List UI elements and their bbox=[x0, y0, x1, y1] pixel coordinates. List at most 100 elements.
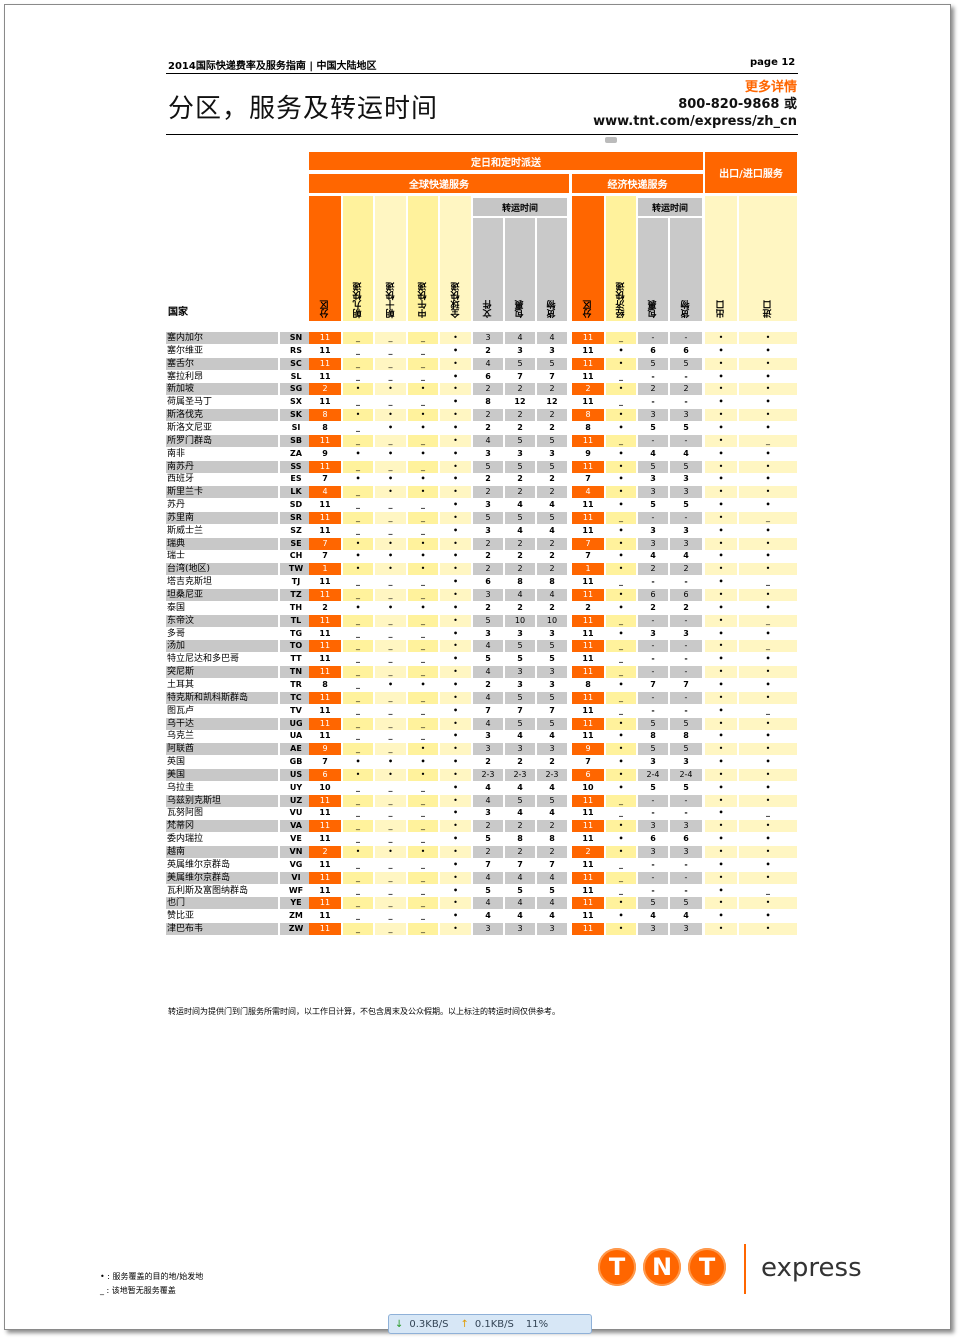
cell-economy-express: • bbox=[606, 473, 636, 486]
col-header-global-express: 全球快递 bbox=[440, 196, 471, 321]
cell-zone-economy: 8 bbox=[572, 421, 604, 434]
cell-time-1000-express: _ bbox=[375, 511, 406, 524]
cell-transit-freight: 4 bbox=[537, 332, 567, 344]
upload-speed: 0.1KB/S bbox=[474, 1318, 514, 1330]
cell-transit-documents: 4 bbox=[473, 666, 503, 679]
cell-export: • bbox=[705, 434, 737, 447]
cell-time-1200-express: _ bbox=[408, 357, 438, 370]
cell-zone-economy: 11 bbox=[572, 653, 604, 666]
cell-global-express: • bbox=[440, 357, 471, 370]
cell-zone-global: 1 bbox=[309, 563, 341, 576]
col-header-transit-parcels: 包裹 bbox=[505, 218, 535, 321]
cell-transit-documents: 2 bbox=[473, 473, 503, 486]
cell-time-1000-express: _ bbox=[375, 717, 406, 730]
cell-transit-parcels: 8 bbox=[505, 576, 535, 589]
cell-time-1000-express: _ bbox=[375, 743, 406, 756]
cell-economy-freight: - bbox=[670, 653, 702, 666]
cell-zone-global: 11 bbox=[309, 434, 341, 447]
cell-global-express: • bbox=[440, 833, 471, 846]
cell-zone-economy: 11 bbox=[572, 499, 604, 512]
cell-export: • bbox=[705, 627, 737, 640]
cell-time-1000-express: • bbox=[375, 846, 406, 858]
cell-transit-parcels: 4 bbox=[505, 589, 535, 601]
cell-time-1200-express: _ bbox=[408, 897, 438, 910]
cell-zone-economy: 9 bbox=[572, 743, 604, 756]
website-link[interactable]: www.tnt.com/express/zh_cn bbox=[593, 114, 797, 129]
cell-transit-parcels: 7 bbox=[505, 370, 535, 383]
col-header-label: 进口 bbox=[763, 300, 774, 318]
country-code: SN bbox=[280, 332, 312, 344]
cell-time-1200-express: _ bbox=[408, 332, 438, 344]
cell-export: • bbox=[705, 781, 737, 794]
country-code: AE bbox=[280, 743, 312, 756]
cell-economy-parcels: 6 bbox=[638, 833, 668, 846]
cell-economy-freight: 4 bbox=[670, 910, 702, 923]
cell-time-1200-express: • bbox=[408, 473, 438, 486]
cell-economy-freight: - bbox=[670, 396, 702, 409]
cell-zone-economy: 11 bbox=[572, 923, 604, 936]
cell-transit-parcels: 3 bbox=[505, 627, 535, 640]
cell-transit-freight: 2 bbox=[537, 563, 567, 576]
cell-economy-parcels: 5 bbox=[638, 897, 668, 910]
cell-global-express: • bbox=[440, 871, 471, 884]
cell-transit-freight: 8 bbox=[537, 576, 567, 589]
cell-economy-parcels: - bbox=[638, 807, 668, 820]
cell-economy-freight: - bbox=[670, 640, 702, 653]
page-title: 分区，服务及转运时间 bbox=[168, 94, 439, 124]
country-name: 南苏丹 bbox=[166, 460, 278, 473]
cell-economy-express: _ bbox=[606, 884, 636, 897]
cell-export: • bbox=[705, 537, 737, 550]
cell-zone-economy: 11 bbox=[572, 434, 604, 447]
cell-zone-global: 7 bbox=[309, 473, 341, 486]
cell-time-1200-express: _ bbox=[408, 691, 438, 704]
table-row: 瓦努阿图 VU 11 _ _ _ • 3 4 4 11 _ - - • _ bbox=[166, 807, 797, 820]
cell-time-0900-express: _ bbox=[343, 486, 373, 499]
cell-export: • bbox=[705, 640, 737, 653]
cell-time-1200-express: _ bbox=[408, 524, 438, 537]
cell-import: • bbox=[739, 550, 797, 563]
country-code: TJ bbox=[291, 577, 301, 587]
cell-time-0900-express: • bbox=[343, 768, 373, 781]
cell-zone-economy: 11 bbox=[572, 871, 604, 884]
cell-economy-parcels: - bbox=[638, 691, 668, 704]
transit-footnote: 转运时间为提供门到门服务所需时间，以工作日计算，不包含周末及公众假期。以上标注的… bbox=[168, 1007, 560, 1016]
cell-transit-documents: 2 bbox=[473, 537, 503, 550]
cell-transit-documents: 5 bbox=[473, 884, 503, 897]
cell-transit-parcels: 5 bbox=[505, 511, 535, 524]
table-row: 土耳其 TR 8 _ • • • 2 3 3 8 • 7 7 • • bbox=[166, 678, 797, 691]
cell-global-express: • bbox=[440, 499, 471, 512]
cell-zone-economy: 11 bbox=[572, 576, 604, 589]
table-row: 东帝汶 TL 11 _ _ _ • 5 10 10 11 _ - - • _ bbox=[166, 614, 797, 627]
cell-time-0900-express: • bbox=[343, 537, 373, 550]
cell-time-0900-express: _ bbox=[343, 691, 373, 704]
cell-import: • bbox=[739, 858, 797, 871]
cell-export: • bbox=[705, 653, 737, 666]
cell-global-express: • bbox=[440, 550, 471, 563]
cell-time-1000-express: • bbox=[375, 563, 406, 576]
table-row: 英属维尔京群岛 VG 11 _ _ _ • 7 7 7 11 _ - - • • bbox=[166, 858, 797, 871]
country-name: 斯洛文尼亚 bbox=[167, 422, 213, 433]
country-code: SK bbox=[280, 409, 312, 422]
cell-zone-global: 11 bbox=[309, 730, 341, 743]
cell-time-1000-express: _ bbox=[375, 434, 406, 447]
cell-time-1200-express: _ bbox=[408, 833, 438, 846]
cell-time-1000-express: • bbox=[375, 409, 406, 422]
cell-time-1000-express: • bbox=[375, 473, 406, 486]
cell-economy-parcels: 7 bbox=[638, 678, 668, 691]
table-row: 坦桑尼亚 TZ 11 _ _ _ • 3 4 4 11 • 6 6 • • bbox=[166, 589, 797, 601]
cell-global-express: • bbox=[440, 627, 471, 640]
table-row: 塞舌尔 SC 11 _ _ _ • 4 5 5 11 • 5 5 • • bbox=[166, 357, 797, 370]
cell-transit-freight: 5 bbox=[537, 640, 567, 653]
cell-transit-freight: 4 bbox=[537, 807, 567, 820]
cell-zone-economy: 2 bbox=[572, 601, 604, 614]
cell-transit-freight: 5 bbox=[537, 691, 567, 704]
cell-economy-express: _ bbox=[606, 396, 636, 409]
country-code: TV bbox=[290, 705, 302, 715]
cell-economy-express: _ bbox=[606, 666, 636, 679]
col-header-label: 朝九快递 bbox=[353, 282, 364, 318]
network-status-bar[interactable]: ↓ 0.3KB/S ↑ 0.1KB/S 11% bbox=[388, 1314, 592, 1334]
cell-transit-documents: 2 bbox=[473, 421, 503, 434]
cell-economy-freight: 6 bbox=[670, 589, 702, 601]
cell-global-express: • bbox=[440, 601, 471, 614]
cell-zone-global: 11 bbox=[309, 820, 341, 833]
